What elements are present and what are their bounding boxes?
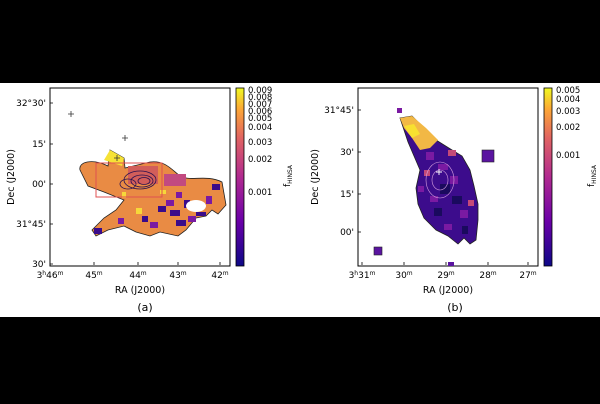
- cbar-a-tick: 0.004: [248, 123, 272, 133]
- panel-a-ytick: 31°45': [16, 220, 46, 230]
- panel-a-colorbar: [235, 87, 245, 267]
- panel-b-ytick: 31°45': [324, 106, 354, 116]
- panel-a-map: [79, 149, 227, 237]
- panel-a-ytick: 30': [32, 260, 46, 270]
- cbar-b-tick: 0.004: [556, 95, 580, 105]
- panel-a-colorbar-ticks: 0.009 0.008 0.007 0.006 0.005 0.004 0.00…: [248, 86, 272, 198]
- panel-a-ylabel: Dec (J2000): [6, 149, 17, 205]
- panel-b-xtick: 3h31m: [349, 270, 376, 281]
- panel-b-xtick: 30m: [395, 270, 412, 281]
- panel-b: 3h31m 30m 29m 28m 27m 31°45' 30' 15' 00'…: [310, 86, 598, 314]
- panel-b-blob: [448, 262, 454, 266]
- panel-a-ytick: 00': [32, 180, 46, 190]
- cbar-b-tick: 0.002: [556, 123, 580, 133]
- cbar-b-tick: 0.005: [556, 86, 580, 96]
- panel-a-caption: (a): [137, 301, 152, 314]
- panel-b-xlabel: RA (J2000): [423, 285, 473, 296]
- marker-plus: [114, 155, 120, 161]
- panel-b-ylabel: Dec (J2000): [310, 149, 321, 205]
- marker-plus: [68, 111, 74, 117]
- cbar-a-tick: 0.003: [248, 138, 272, 148]
- panel-a-xtick: 3h46m: [37, 270, 64, 281]
- cbar-a-tick: 0.007: [248, 100, 272, 110]
- panel-b-xtick: 29m: [437, 270, 454, 281]
- panel-a-contours: [119, 170, 157, 190]
- panel-b-xtick: 28m: [479, 270, 496, 281]
- panel-a-markers: [68, 111, 128, 161]
- panel-b-blob: [373, 246, 383, 256]
- cbar-b-tick: 0.001: [556, 151, 580, 161]
- cbar-a-tick: 0.008: [248, 93, 272, 103]
- cbar-a-tick: 0.002: [248, 155, 272, 165]
- panel-b-colorbar: [543, 87, 553, 267]
- cbar-a-tick: 0.009: [248, 86, 272, 96]
- panel-a-xtick: 42m: [211, 270, 228, 281]
- panel-b-ytick: 00': [340, 228, 354, 238]
- panel-b-caption: (b): [447, 301, 463, 314]
- panel-b-ticks: [358, 109, 529, 265]
- cbar-a-tick: 0.005: [248, 114, 272, 124]
- panel-a-region-box: [95, 162, 163, 198]
- panel-b-ytick: 30': [340, 148, 354, 158]
- panel-b-colorbar-ticks: 0.005 0.004 0.003 0.002 0.001: [556, 86, 580, 161]
- panel-b-blob: [397, 108, 402, 113]
- panel-a-xtick: 43m: [169, 270, 186, 281]
- panel-b-colorbar-label: fHINSA: [587, 164, 598, 187]
- marker-plus: [122, 135, 128, 141]
- cbar-b-tick: 0.003: [556, 107, 580, 117]
- panel-a-colorbar-label: fHINSA: [283, 164, 294, 187]
- cbar-a-tick: 0.006: [248, 107, 272, 117]
- panel-a-ticks: [49, 102, 221, 265]
- panel-a: 3h46m 45m 44m 43m 42m 32°30' 15' 00' 31°…: [6, 86, 294, 314]
- panel-a-xlabel: RA (J2000): [115, 285, 165, 296]
- panel-a-ytick: 32°30': [16, 99, 46, 109]
- panel-b-contours: [425, 161, 455, 199]
- panel-a-ytick: 15': [32, 140, 46, 150]
- panel-b-xtick: 27m: [519, 270, 536, 281]
- panel-b-ytick: 15': [340, 190, 354, 200]
- panel-b-blob: [481, 149, 495, 163]
- cbar-a-tick: 0.001: [248, 188, 272, 198]
- panel-a-xtick: 45m: [85, 270, 102, 281]
- panel-a-xtick: 44m: [129, 270, 146, 281]
- panel-b-marker-plus: [436, 169, 442, 175]
